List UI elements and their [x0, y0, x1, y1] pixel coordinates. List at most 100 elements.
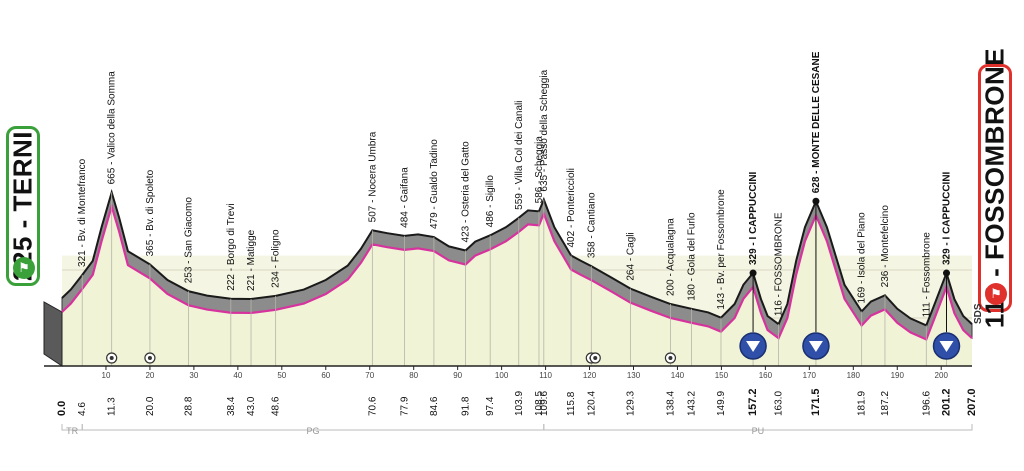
climb-marker-arrow: [746, 341, 761, 352]
waypoint-label: 559 - Villa Col dei Canali: [514, 101, 525, 210]
x-tick-label: 200: [935, 371, 949, 380]
x-tick-label: 120: [583, 371, 597, 380]
waypoint-label: 635 - Passo della Scheggia: [539, 69, 550, 191]
waypoint-label: 479 - Gualdo Tadino: [429, 139, 440, 229]
x-tick-label: 160: [759, 371, 773, 380]
climb-marker-arrow: [808, 341, 823, 352]
sds-logo: SDS: [973, 303, 984, 324]
x-tick-label: 150: [715, 371, 729, 380]
waypoint-label: 321 - Bv. di Montefranco: [77, 158, 88, 267]
x-tick-label: 60: [321, 371, 330, 380]
km-label: 163.0: [774, 391, 785, 416]
km-label: 77.9: [399, 396, 410, 416]
km-label: 149.9: [716, 391, 727, 416]
climb-marker-dot: [943, 269, 951, 277]
profile-front-area: [62, 206, 972, 366]
km-label: 28.8: [184, 396, 195, 416]
region-bracket: [543, 424, 973, 431]
waypoint-label: 221 - Matigge: [246, 229, 257, 291]
x-tick-label: 170: [803, 371, 817, 380]
waypoint-label: 234 - Foligno: [271, 229, 282, 288]
region-label: PG: [307, 426, 320, 436]
km-label: 4.6: [77, 402, 88, 416]
profile-route-line: [61, 202, 973, 341]
waypoint-label: 180 - Gola del Furlo: [687, 212, 698, 301]
sprint-marker-dot: [593, 356, 598, 360]
profile-left-wall: [43, 301, 63, 367]
waypoint-label: 111 - Fossombrone: [921, 232, 932, 318]
x-tick-label: 190: [891, 371, 905, 380]
km-label: 97.4: [485, 396, 496, 416]
km-label: 11.3: [107, 397, 118, 416]
x-tick-label: 140: [671, 371, 685, 380]
climb-marker-arrow: [939, 341, 954, 352]
waypoint-label: 486 - Sigillo: [485, 175, 496, 228]
waypoint-label: 586 - Scheggia: [534, 136, 545, 204]
x-tick-label: 80: [409, 371, 418, 380]
waypoint-label: 365 - Bv. di Spoleto: [145, 169, 156, 256]
km-label: 43.0: [246, 396, 257, 416]
km-label: 103.9: [514, 391, 525, 416]
region-label: TR: [66, 426, 78, 436]
waypoint-label: 329 - I CAPPUCCINI: [748, 171, 759, 265]
waypoint-label: 665 - Valico della Somma: [107, 71, 118, 185]
sprint-marker-dot: [109, 356, 114, 360]
finish-badge: 116 - FOSSOMBRONE ⚑: [978, 48, 1012, 328]
km-label: 48.6: [271, 396, 282, 416]
climb-marker-dot: [749, 269, 757, 277]
waypoint-label: 169 - Isola del Piano: [857, 212, 868, 304]
finish-flag-icon: ⚑: [985, 283, 1007, 305]
waypoint-label: 484 - Gaifana: [399, 167, 410, 228]
km-label: 187.2: [880, 391, 891, 416]
km-label: 91.8: [461, 396, 472, 416]
km-label: 207.0: [966, 388, 978, 416]
waypoint-label: 264 - Cagli: [625, 232, 636, 280]
x-tick-label: 20: [145, 371, 154, 380]
x-tick-label: 30: [189, 371, 198, 380]
waypoint-label: 116 - FOSSOMBRONE: [774, 212, 785, 316]
km-label: 120.4: [586, 391, 597, 416]
waypoint-label: 143 - Bv. per Fossombrone: [716, 189, 727, 310]
km-label: 181.9: [857, 391, 868, 416]
waypoint-label: 507 - Nocera Umbra: [367, 131, 378, 222]
x-tick-label: 110: [539, 371, 552, 380]
waypoint-label: 402 - Pontericcioli: [566, 168, 577, 247]
start-flag-icon: ⚑: [13, 257, 35, 279]
km-label: 0.0: [56, 401, 68, 416]
x-tick-label: 40: [233, 371, 242, 380]
km-label: 157.2: [747, 388, 759, 416]
x-tick-label: 10: [102, 371, 111, 380]
km-label: 196.6: [921, 391, 932, 416]
waypoint-label: 200 - Acqualagna: [665, 218, 676, 296]
x-tick-label: 180: [847, 371, 861, 380]
km-label: 171.5: [810, 388, 822, 416]
x-tick-label: 100: [495, 371, 509, 380]
km-label: 201.2: [941, 388, 953, 416]
waypoint-label: 329 - I CAPPUCCINI: [942, 171, 953, 265]
km-label: 20.0: [145, 396, 156, 416]
waypoint-label: 222 - Borgo di Trevi: [226, 203, 237, 290]
x-tick-label: 70: [365, 371, 374, 380]
x-tick-label: 130: [627, 371, 641, 380]
start-badge: 225 - TERNI ⚑: [6, 126, 40, 286]
sprint-marker-dot: [147, 356, 152, 360]
profile-top-line: [61, 188, 973, 327]
km-label: 109.6: [539, 391, 550, 416]
km-label: 108.5: [534, 391, 545, 416]
climb-marker-dot: [812, 197, 820, 205]
waypoint-label: 253 - San Giacomo: [184, 197, 195, 284]
km-label: 38.4: [226, 396, 237, 416]
km-label: 84.6: [429, 396, 440, 416]
km-label: 129.3: [625, 391, 636, 416]
km-label: 143.2: [687, 391, 698, 416]
waypoint-label: 628 - MONTE DELLE CESANE: [811, 51, 822, 193]
waypoint-label: 358 - Cantiano: [586, 192, 597, 258]
km-label: 115.8: [566, 391, 577, 416]
sprint-marker-dot: [668, 356, 673, 360]
region-label: PU: [752, 426, 765, 436]
waypoint-label: 236 - Montefelcino: [880, 205, 891, 288]
km-label: 138.4: [665, 391, 676, 416]
waypoint-label: 423 - Osteria del Gatto: [461, 141, 472, 243]
x-tick-label: 50: [277, 371, 286, 380]
